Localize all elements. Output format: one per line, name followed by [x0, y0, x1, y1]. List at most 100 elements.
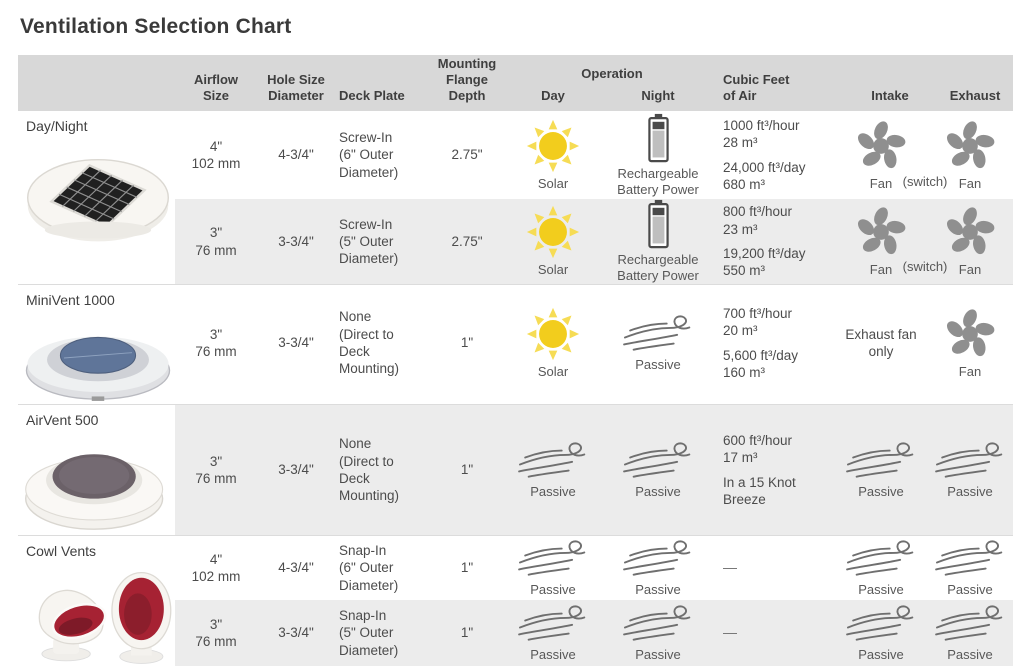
product-group-airvent-500: AirVent 500 3" 76 mm 3-3/4" None (Direct…: [18, 404, 1013, 535]
product-group-minivent-1000: MiniVent 1000 3" 76 mm 3-3/4" None (Dire…: [18, 284, 1013, 404]
cubic-feet-cell: 800 ft³/hour 23 m³ 19,200 ft³/day 550 m³: [717, 199, 843, 284]
cubic-day-value: 19,200 ft³/day 550 m³: [723, 246, 806, 279]
wind-swirl-icon: [516, 539, 590, 579]
wind-swirl-icon: [933, 441, 1007, 481]
cubic-feet-cell: 1000 ft³/hour 28 m³ 24,000 ft³/day 680 m…: [717, 111, 843, 199]
minivent-image: [25, 336, 171, 401]
hole-size-cell: 3-3/4": [278, 625, 314, 641]
group-rows: 3" 76 mm 3-3/4" None (Direct to Deck Mou…: [175, 285, 1013, 404]
sun-icon: [526, 119, 580, 173]
battery-icon: [646, 199, 671, 249]
flange-depth-cell: 1": [460, 625, 474, 641]
col-header-mounting-flange: Mounting Flange Depth: [437, 56, 497, 104]
exhaust-cell: Fan: [932, 111, 1008, 199]
fan-icon: [854, 205, 908, 259]
icon-label: Passive: [858, 646, 904, 662]
airflow-cell: 3" 76 mm: [195, 225, 237, 258]
col-header-operation: Operation: [581, 66, 643, 81]
table-row: 3" 76 mm 3-3/4" None (Direct to Deck Mou…: [175, 285, 1013, 401]
deck-plate-cell: Snap-In (5" Outer Diameter): [339, 608, 399, 658]
product-name: MiniVent 1000: [26, 292, 115, 308]
col-header-day: Day: [541, 88, 565, 104]
icon-label: Passive: [530, 646, 576, 662]
flange-depth-cell: 1": [460, 335, 474, 351]
product-cell: MiniVent 1000: [18, 285, 175, 404]
airflow-cell: 4" 102 mm: [191, 138, 241, 171]
deck-plate-cell: Snap-In (6" Outer Diameter): [339, 543, 399, 593]
icon-label: Passive: [947, 646, 993, 662]
airflow-cell: 3" 76 mm: [195, 616, 237, 649]
icon-label: Fan: [958, 262, 982, 278]
fan-icon: [943, 119, 997, 173]
cubic-breeze-note: In a 15 Knot Breeze: [723, 474, 796, 507]
cubic-feet-cell: 700 ft³/hour 20 m³ 5,600 ft³/day 160 m³: [717, 285, 843, 401]
col-header-airflow-size: Airflow Size: [193, 72, 239, 104]
group-rows: 4" 102 mm 4-3/4" Screw-In (6" Outer Diam…: [175, 111, 1013, 284]
night-operation-cell: Passive: [599, 536, 717, 600]
exhaust-cell: Fan: [932, 285, 1008, 401]
flange-depth-cell: 2.75": [451, 233, 483, 249]
intake-cell: Passive: [834, 600, 928, 666]
intake-cell: Exhaust fan only: [834, 285, 928, 401]
deck-plate-cell: None (Direct to Deck Mounting): [339, 436, 400, 504]
night-operation-cell: Passive: [599, 405, 717, 535]
cubic-hour-value: 800 ft³/hour 23 m³: [723, 204, 793, 237]
switch-label: (switch): [902, 259, 948, 274]
airvent-image: [25, 454, 164, 530]
night-operation-cell: Passive: [599, 600, 717, 666]
icon-label: Passive: [530, 581, 576, 597]
table-row: 3" 76 mm 3-3/4" None (Direct to Deck Mou…: [175, 405, 1013, 535]
table-row: 3" 76 mm 3-3/4" Snap-In (5" Outer Diamet…: [175, 600, 1013, 666]
airflow-cell: 3" 76 mm: [195, 326, 237, 359]
deck-plate-cell: None (Direct to Deck Mounting): [339, 309, 400, 377]
icon-label: Rechargeable Battery Power: [617, 252, 699, 283]
sun-icon: [526, 205, 580, 259]
intake-cell: Passive: [834, 536, 928, 600]
wind-swirl-icon: [844, 441, 918, 481]
wind-swirl-icon: [844, 604, 918, 644]
hole-size-cell: 3-3/4": [278, 462, 314, 478]
night-operation-cell: Rechargeable Battery Power: [599, 199, 717, 284]
icon-label: Solar: [537, 175, 569, 191]
icon-label: Passive: [635, 581, 681, 597]
wind-swirl-icon: [621, 539, 695, 579]
table-header-row: Airflow Size Hole Size Diameter Deck Pla…: [18, 55, 1013, 111]
cubic-hour-value: 700 ft³/hour 20 m³: [723, 305, 793, 339]
table-row: 4" 102 mm 4-3/4" Screw-In (6" Outer Diam…: [175, 111, 1013, 199]
wind-swirl-icon: [516, 604, 590, 644]
intake-note: Exhaust fan only: [845, 326, 917, 359]
exhaust-cell: Passive: [932, 600, 1008, 666]
cubic-feet-cell: 600 ft³/hour 17 m³ In a 15 Knot Breeze: [717, 405, 843, 535]
intake-cell: Passive: [834, 405, 928, 535]
table-row: 3" 76 mm 3-3/4" Screw-In (5" Outer Diame…: [175, 199, 1013, 284]
fan-icon: [943, 205, 997, 259]
icon-label: Fan: [958, 363, 982, 379]
hole-size-cell: 4-3/4": [278, 560, 314, 576]
wind-swirl-icon: [621, 441, 695, 481]
icon-label: Solar: [537, 262, 569, 278]
product-cell: Cowl Vents: [18, 536, 175, 667]
col-header-exhaust: Exhaust: [949, 88, 1001, 104]
page-title: Ventilation Selection Chart: [20, 15, 292, 38]
icon-label: Passive: [858, 581, 904, 597]
intake-cell: Fan: [834, 111, 928, 199]
icon-label: Solar: [537, 363, 569, 379]
col-header-hole-size: Hole Size Diameter: [267, 72, 325, 104]
wind-swirl-icon: [933, 604, 1007, 644]
hole-size-cell: 4-3/4": [278, 147, 314, 163]
exhaust-cell: Passive: [932, 405, 1008, 535]
day-operation-cell: Passive: [507, 600, 599, 666]
icon-label: Fan: [869, 175, 893, 191]
wind-swirl-icon: [933, 539, 1007, 579]
fan-icon: [854, 119, 908, 173]
product-name: Cowl Vents: [26, 543, 97, 559]
icon-label: Passive: [947, 483, 993, 499]
wind-swirl-icon: [621, 604, 695, 644]
cubic-day-value: 5,600 ft³/day 160 m³: [723, 347, 799, 380]
fan-icon: [943, 307, 997, 361]
icon-label: Passive: [635, 646, 681, 662]
day-operation-cell: Passive: [507, 405, 599, 535]
exhaust-cell: Passive: [932, 536, 1008, 600]
col-header-deck-plate: Deck Plate: [339, 88, 405, 104]
